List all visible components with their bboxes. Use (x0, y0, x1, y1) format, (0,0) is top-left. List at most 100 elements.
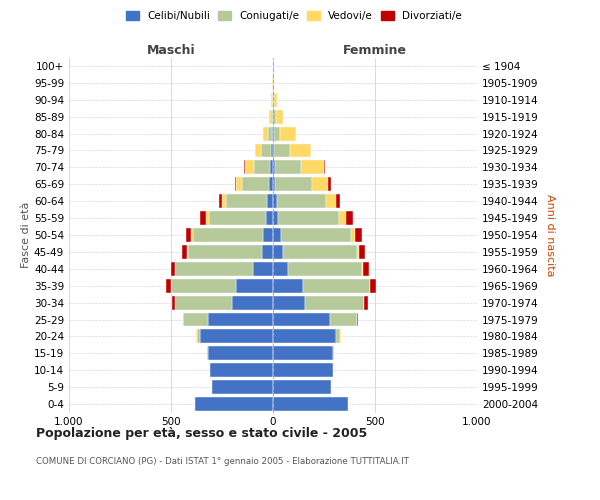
Bar (273, 312, 330, 326)
Bar (273, 380, 331, 394)
Bar (273, 126, 274, 140)
Bar (290, 144, 311, 158)
Text: COMUNE DI CORCIANO (PG) - Dati ISTAT 1° gennaio 2005 - Elaborazione TUTTITALIA.I: COMUNE DI CORCIANO (PG) - Dati ISTAT 1° … (36, 458, 409, 466)
Bar (273, 144, 274, 158)
Bar (271, 144, 273, 158)
Bar (268, 126, 272, 140)
Bar (273, 397, 349, 411)
Bar (236, 178, 242, 191)
Bar (330, 312, 356, 326)
Bar (274, 144, 290, 158)
Bar (271, 110, 272, 124)
Bar (326, 194, 336, 208)
Bar (346, 211, 353, 225)
Bar (235, 178, 236, 191)
Bar (301, 160, 323, 174)
Bar (188, 245, 262, 259)
Bar (226, 194, 267, 208)
Bar (271, 93, 272, 106)
Bar (281, 228, 350, 242)
Bar (232, 296, 273, 310)
Bar (182, 245, 187, 259)
Bar (245, 160, 254, 174)
Bar (209, 211, 266, 225)
Bar (170, 262, 175, 276)
Bar (267, 194, 273, 208)
Bar (289, 262, 362, 276)
Bar (272, 93, 273, 106)
Bar (273, 245, 283, 259)
Bar (274, 93, 277, 106)
Bar (277, 194, 326, 208)
Bar (255, 144, 261, 158)
Bar (261, 144, 271, 158)
Bar (278, 211, 340, 225)
Bar (272, 126, 273, 140)
Bar (236, 279, 273, 292)
Bar (193, 228, 263, 242)
Bar (276, 110, 283, 124)
Bar (359, 245, 365, 259)
Bar (328, 178, 331, 191)
Bar (350, 228, 355, 242)
Bar (273, 330, 336, 344)
Bar (208, 346, 273, 360)
Bar (323, 160, 325, 174)
Bar (270, 160, 273, 174)
Bar (253, 262, 273, 276)
Bar (312, 178, 328, 191)
Bar (175, 262, 253, 276)
Bar (210, 364, 273, 377)
Text: Maschi: Maschi (146, 44, 196, 57)
Bar (200, 211, 206, 225)
Bar (357, 312, 358, 326)
Bar (274, 110, 276, 124)
Bar (196, 397, 273, 411)
Bar (273, 228, 281, 242)
Bar (191, 228, 193, 242)
Bar (362, 262, 363, 276)
Bar (206, 211, 209, 225)
Bar (305, 296, 364, 310)
Bar (197, 330, 200, 344)
Bar (212, 380, 273, 394)
Bar (333, 346, 334, 360)
Legend: Celibi/Nubili, Coniugati/e, Vedovi/e, Divorziati/e: Celibi/Nubili, Coniugati/e, Vedovi/e, Di… (123, 8, 465, 24)
Bar (273, 160, 275, 174)
Bar (244, 160, 245, 174)
Bar (273, 346, 333, 360)
Text: Popolazione per età, sesso e stato civile - 2005: Popolazione per età, sesso e stato civil… (36, 428, 367, 440)
Bar (187, 245, 188, 259)
Bar (254, 160, 270, 174)
Bar (175, 296, 232, 310)
Bar (242, 178, 269, 191)
Bar (269, 178, 273, 191)
Bar (363, 262, 369, 276)
Bar (275, 160, 301, 174)
Bar (280, 126, 296, 140)
Bar (273, 364, 333, 377)
Bar (171, 279, 236, 292)
Bar (200, 330, 273, 344)
Bar (166, 279, 171, 292)
Bar (273, 194, 277, 208)
Bar (355, 228, 362, 242)
Bar (183, 312, 208, 326)
Bar (283, 245, 356, 259)
Bar (269, 110, 271, 124)
Y-axis label: Anni di nascita: Anni di nascita (545, 194, 555, 276)
Bar (172, 296, 175, 310)
Bar (275, 178, 312, 191)
Bar (263, 228, 273, 242)
Bar (186, 228, 191, 242)
Bar (273, 93, 274, 106)
Bar (274, 126, 280, 140)
Bar (336, 194, 340, 208)
Bar (370, 279, 376, 292)
Bar (273, 279, 302, 292)
Bar (364, 296, 368, 310)
Bar (273, 296, 305, 310)
Bar (273, 211, 278, 225)
Y-axis label: Fasce di età: Fasce di età (21, 202, 31, 268)
Bar (302, 279, 370, 292)
